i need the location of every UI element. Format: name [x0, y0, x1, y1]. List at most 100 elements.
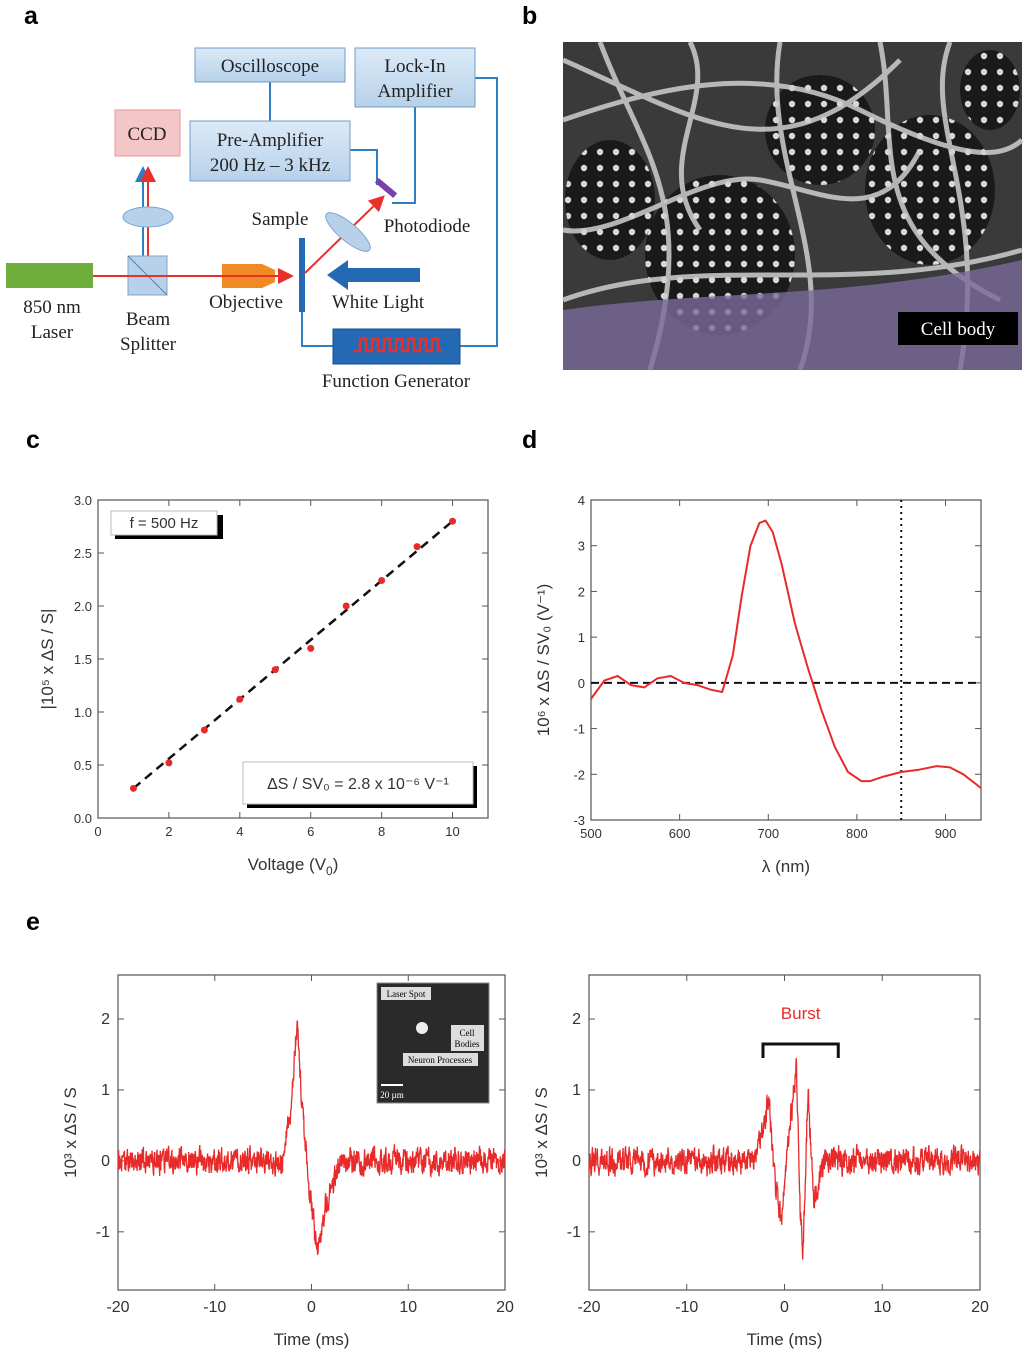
data-point [307, 644, 315, 652]
laser-label-1: 850 nm [23, 297, 81, 318]
y-tick-label: 4 [578, 493, 585, 508]
y-tick-label: 2.0 [74, 599, 92, 614]
signal-trace [588, 1057, 981, 1260]
burst-bracket [761, 1042, 840, 1058]
beam-splitter-label-1: Beam [126, 309, 171, 330]
x-tick-label: -20 [106, 1299, 129, 1316]
scale-bar-label: 20 µm [380, 1090, 403, 1100]
y-tick-label: -1 [573, 722, 585, 737]
data-point [413, 543, 421, 551]
x-axis-label-end: ) [333, 855, 339, 874]
x-tick-label: 600 [669, 826, 691, 841]
x-tick-label: 6 [307, 824, 314, 839]
spectrum-line [590, 519, 982, 789]
y-tick-label: -1 [567, 1224, 581, 1241]
photodiode-icon [374, 177, 398, 199]
panel-label-d: d [522, 426, 537, 454]
data-point [129, 784, 137, 792]
ccd-label: CCD [127, 124, 166, 145]
legend-frequency: f = 500 Hz [130, 515, 199, 532]
x-tick-label: 2 [165, 824, 172, 839]
fit-line [132, 520, 454, 790]
y-tick-label: 2.5 [74, 546, 92, 561]
setup-diagram: Oscilloscope Lock-In Amplifier CCD Pre-A… [6, 47, 498, 392]
laser-label-2: Laser [31, 322, 74, 343]
laser-spot-mark [416, 1022, 428, 1034]
x-tick-label: 800 [846, 826, 868, 841]
chart-d: 500 600 700 800 900 -3 -2 -1 0 1 2 3 4 λ (nm) 10⁶ x ΔS… [534, 493, 982, 876]
y-tick-label: 2 [578, 584, 585, 599]
x-tick-label: 8 [378, 824, 385, 839]
wires [269, 77, 498, 347]
data-point [236, 695, 244, 703]
x-tick-label: 10 [445, 824, 459, 839]
oscilloscope-label: Oscilloscope [221, 56, 319, 77]
x-tick-label: -10 [203, 1299, 226, 1316]
cell-bodies-label-2: Bodies [454, 1039, 479, 1049]
lockin-amplifier-box [354, 47, 476, 108]
x-tick-label: 0 [94, 824, 101, 839]
plot-frame [590, 499, 982, 821]
y-tick-label: 1.0 [74, 705, 92, 720]
data-point [200, 726, 208, 734]
x-axis-label: λ (nm) [762, 857, 810, 876]
legend-box [110, 510, 218, 536]
data-point [378, 577, 386, 585]
x-tick-label: 700 [757, 826, 779, 841]
y-tick-label: 0 [572, 1153, 581, 1170]
x-tick-label: 20 [496, 1299, 514, 1316]
x-tick-label: -10 [675, 1299, 698, 1316]
oscilloscope-box [194, 47, 346, 83]
y-tick-label: 2 [572, 1011, 581, 1028]
sample-icon [299, 238, 305, 312]
x-tick-label: 4 [236, 824, 243, 839]
y-tick-label: 3 [578, 539, 585, 554]
y-tick-label: 2 [101, 1011, 110, 1028]
y-tick-label: 1.5 [74, 652, 92, 667]
lockin-label-1: Lock-In [384, 56, 446, 77]
square-wave-icon [354, 337, 442, 353]
x-tick-label: 10 [873, 1299, 891, 1316]
data-point [271, 666, 279, 674]
white-light-label: White Light [332, 292, 425, 313]
y-tick-label: 0.5 [74, 758, 92, 773]
y-tick-label: -3 [573, 813, 585, 828]
preamplifier-box [189, 120, 351, 182]
cell-body-label: Cell body [921, 319, 996, 340]
panel-label-e: e [26, 908, 40, 936]
ccd-lens-icon [122, 206, 174, 228]
x-axis-label: Time (ms) [274, 1330, 350, 1349]
panel-label-a: a [24, 2, 39, 30]
x-tick-label: 0 [307, 1299, 316, 1316]
y-axis-label: |10⁵ x ΔS / S| [38, 609, 57, 710]
y-tick-label: 1 [578, 630, 585, 645]
sem-micrograph: Cell body [561, 40, 1024, 371]
x-tick-label: 900 [935, 826, 957, 841]
y-axis-label: 10⁶ x ΔS / SV₀ (V⁻¹) [534, 584, 553, 736]
laser-spot-label: Laser Spot [387, 989, 426, 999]
annotation-box [242, 761, 474, 805]
y-tick-label: 0 [101, 1153, 110, 1170]
y-tick-label: -1 [96, 1224, 110, 1241]
objective-label: Objective [209, 292, 283, 313]
x-tick-label: -20 [577, 1299, 600, 1316]
data-point [165, 759, 173, 767]
sample-label: Sample [252, 209, 309, 230]
chart-c: 0 2 4 6 8 10 0.0 0.5 1.0 1.5 2.0 2.5 3.0 Voltage (V0)… [38, 493, 489, 878]
preamp-label-1: Pre-Amplifier [217, 130, 324, 151]
cell-bodies-label-box [451, 1025, 484, 1051]
photodiode-label: Photodiode [384, 216, 471, 237]
data-point [342, 602, 350, 610]
cell-body-label-box [898, 312, 1018, 345]
burst-label: Burst [781, 1004, 821, 1023]
preamp-label-2: 200 Hz – 3 kHz [210, 155, 330, 176]
y-tick-label: 1 [572, 1082, 581, 1099]
y-tick-label: 0.0 [74, 811, 92, 826]
laser-spot-label-box [381, 987, 431, 1000]
y-axis-label: 10³ x ΔS / S [61, 1087, 80, 1178]
panel-label-b: b [522, 2, 537, 30]
